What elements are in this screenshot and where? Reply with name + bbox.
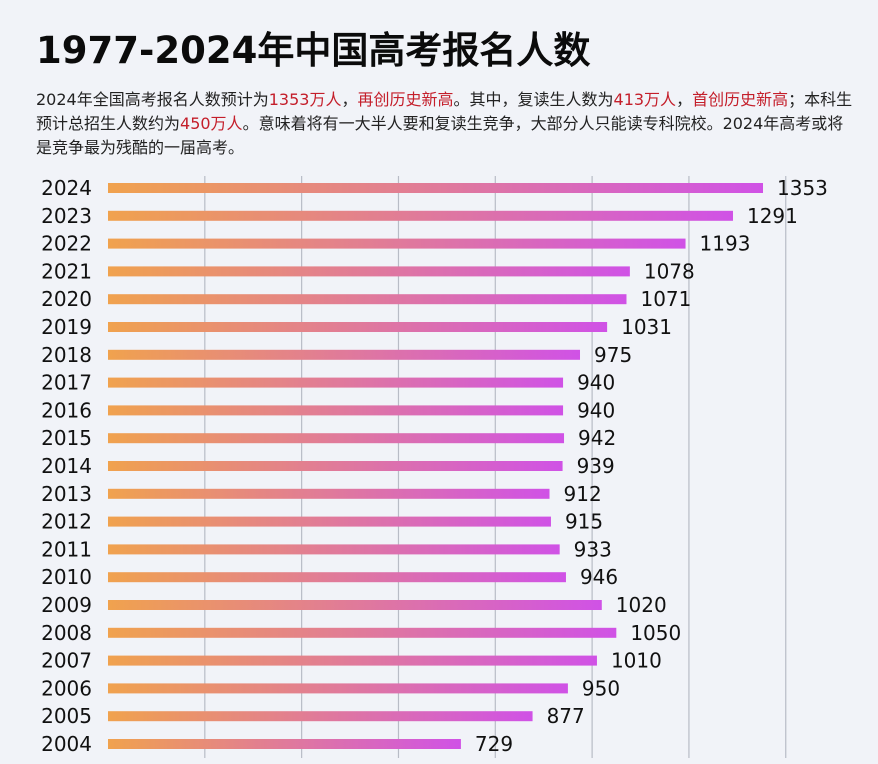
y-tick-label: 2009 xyxy=(41,593,92,617)
data-label: 975 xyxy=(594,343,632,367)
desc-text-6: 。意味着将有一大半人要和复读生竞争，大部分人只能读专科院校。2024年高考或将是… xyxy=(36,114,844,157)
y-tick-label: 2021 xyxy=(41,259,92,283)
y-tick-label: 2024 xyxy=(41,176,92,200)
y-tick-label: 2005 xyxy=(41,704,92,728)
data-label: 912 xyxy=(564,482,602,506)
y-tick-label: 2017 xyxy=(41,371,92,395)
bar-2020 xyxy=(108,294,627,305)
y-tick-label: 2014 xyxy=(41,454,92,478)
labels: 2024 1353 2023 1291 2022 1193 2021 1078 2020 1071… xyxy=(41,176,828,756)
data-label: 729 xyxy=(475,732,513,756)
y-tick-label: 2018 xyxy=(41,343,92,367)
y-tick-label: 2019 xyxy=(41,315,92,339)
y-tick-label: 2016 xyxy=(41,398,92,422)
data-label: 1031 xyxy=(621,315,672,339)
bar-2009 xyxy=(108,600,602,610)
desc-text-2: ， xyxy=(341,90,358,109)
desc-text-4: ， xyxy=(676,90,693,109)
data-label: 940 xyxy=(577,371,615,395)
data-label: 933 xyxy=(574,537,612,561)
bar-2014 xyxy=(108,461,563,471)
bar-2019 xyxy=(108,322,608,332)
bar-2004 xyxy=(108,739,461,749)
desc-highlight-total: 1353万人 xyxy=(268,90,342,109)
y-tick-label: 2006 xyxy=(41,676,92,700)
data-label: 1291 xyxy=(747,204,798,228)
data-label: 1078 xyxy=(644,259,695,283)
chart-description: 2024年全国高考报名人数预计为1353万人，再创历史新高。其中，复读生人数为4… xyxy=(36,88,856,160)
y-tick-label: 2013 xyxy=(41,482,92,506)
desc-highlight-first-record: 首创历史新高 xyxy=(692,90,789,109)
bar-2010 xyxy=(108,572,566,583)
data-label: 950 xyxy=(582,676,620,700)
y-tick-label: 2023 xyxy=(41,204,92,228)
desc-highlight-repeat: 413万人 xyxy=(613,90,677,109)
bar-2022 xyxy=(108,238,686,249)
data-label: 877 xyxy=(547,704,585,728)
desc-text-3: 。其中，复读生人数为 xyxy=(453,90,614,109)
data-label: 1020 xyxy=(616,593,667,617)
data-label: 946 xyxy=(580,565,618,589)
y-tick-label: 2022 xyxy=(41,232,92,256)
bar-2006 xyxy=(108,683,568,694)
y-tick-label: 2020 xyxy=(41,287,92,311)
bar-2007 xyxy=(108,655,597,666)
data-label: 1010 xyxy=(611,649,662,673)
bar-2015 xyxy=(108,433,565,444)
chart-title: 1977-2024年中国高考报名人数 xyxy=(36,29,591,72)
data-label: 940 xyxy=(577,398,615,422)
data-label: 939 xyxy=(577,454,615,478)
bar-2024 xyxy=(108,183,763,193)
desc-highlight-undergrad: 450万人 xyxy=(180,114,243,133)
desc-text-5: ；本科生预计总招生人数约为 xyxy=(36,90,853,133)
bar-2023 xyxy=(108,210,733,221)
bar-2016 xyxy=(108,405,564,416)
bar-2018 xyxy=(108,349,581,360)
data-label: 915 xyxy=(565,510,603,534)
y-tick-label: 2011 xyxy=(41,537,92,561)
bar-2013 xyxy=(108,488,550,499)
data-label: 1050 xyxy=(630,621,681,645)
y-tick-label: 2015 xyxy=(41,426,92,450)
data-label: 942 xyxy=(578,426,616,450)
data-label: 1353 xyxy=(777,176,828,200)
desc-text-1: 2024年全国高考报名人数预计为 xyxy=(36,90,269,109)
bar-2008 xyxy=(108,627,617,638)
y-tick-label: 2004 xyxy=(41,732,92,756)
bar-2011 xyxy=(108,544,560,555)
data-label: 1193 xyxy=(700,232,751,256)
bar-2017 xyxy=(108,377,564,388)
bar-2005 xyxy=(108,711,533,722)
y-tick-label: 2010 xyxy=(41,565,92,589)
y-tick-label: 2007 xyxy=(41,649,92,673)
desc-highlight-record: 再创历史新高 xyxy=(357,90,454,109)
data-label: 1071 xyxy=(640,287,691,311)
y-tick-label: 2008 xyxy=(41,621,92,645)
y-tick-label: 2012 xyxy=(41,510,92,534)
bar-2021 xyxy=(108,266,630,277)
bars xyxy=(108,183,763,749)
bar-2012 xyxy=(108,516,551,527)
